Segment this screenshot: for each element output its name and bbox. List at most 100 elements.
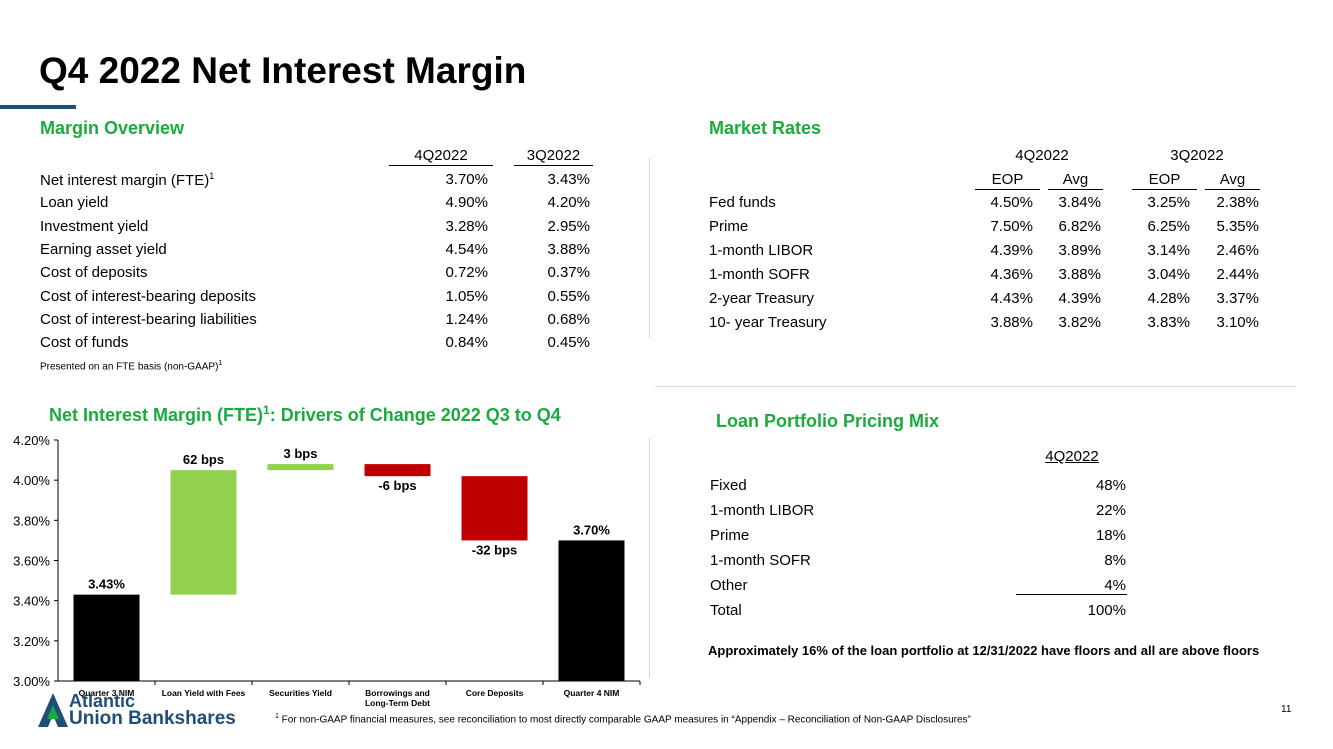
- market-row-value: 3.14%: [1147, 242, 1190, 259]
- y-tick-label: 3.40%: [13, 594, 50, 609]
- market-row-value: 6.82%: [1058, 218, 1101, 235]
- loan-mix-heading: Loan Portfolio Pricing Mix: [716, 411, 940, 431]
- market-subheader: EOP: [975, 171, 1040, 190]
- margin-col-3q2022: 3Q2022: [514, 147, 593, 166]
- margin-row-3q2022: 3.88%: [547, 240, 590, 258]
- margin-row-4q2022: 4.90%: [445, 194, 488, 212]
- margin-row-label: Earning asset yield: [40, 240, 167, 258]
- margin-row-label: Cost of deposits: [40, 264, 148, 282]
- y-tick-label: 3.60%: [13, 554, 50, 569]
- fte-note: Presented on an FTE basis (non-GAAP)1: [40, 360, 223, 373]
- x-category-label: Securities Yield: [269, 688, 332, 698]
- market-row-value: 3.82%: [1058, 314, 1101, 331]
- margin-row-4q2022: 3.70%: [445, 171, 488, 188]
- market-row-value: 4.36%: [990, 266, 1033, 283]
- loan-row-label: 1-month SOFR: [710, 552, 811, 569]
- market-row-value: 4.43%: [990, 290, 1033, 307]
- market-row-value: 3.25%: [1147, 194, 1190, 211]
- loan-row-label: Total: [710, 602, 742, 619]
- market-row-value: 2.44%: [1216, 266, 1259, 283]
- margin-row-3q2022: 4.20%: [547, 194, 590, 212]
- market-subheader: Avg: [1205, 171, 1260, 190]
- margin-row-4q2022: 0.84%: [445, 334, 488, 352]
- margin-row-4q2022: 3.28%: [445, 217, 488, 235]
- section-divider-top: [649, 158, 650, 338]
- loan-row-value: 48%: [1095, 477, 1126, 494]
- bar-data-label: 62 bps: [183, 452, 224, 467]
- market-row-value: 6.25%: [1147, 218, 1190, 235]
- market-row-value: 4.28%: [1147, 290, 1190, 307]
- market-row-label: 2-year Treasury: [709, 290, 815, 307]
- y-tick-label: 4.20%: [13, 433, 50, 448]
- margin-row-3q2022: 2.95%: [547, 217, 590, 235]
- chart-bar: [364, 464, 431, 477]
- margin-row-label: Cost of funds: [40, 334, 129, 352]
- market-row-value: 3.88%: [990, 314, 1033, 331]
- section-divider-mid: [655, 386, 1295, 387]
- loan-row-value: 4%: [1104, 577, 1126, 594]
- logo-text-line2: Union Bankshares: [69, 708, 236, 729]
- x-category-label: Borrowings and: [365, 688, 430, 698]
- margin-overview-heading: Margin Overview: [40, 118, 185, 138]
- bar-data-label: 3.43%: [88, 577, 125, 592]
- loan-row-label: 1-month LIBOR: [710, 502, 815, 519]
- bar-data-label: -6 bps: [378, 478, 416, 493]
- margin-col-4q2022: 4Q2022: [389, 147, 493, 166]
- y-tick-label: 3.00%: [13, 674, 50, 689]
- chart-bar: [461, 476, 528, 541]
- bar-data-label: 3.70%: [573, 522, 610, 537]
- market-row-label: Prime: [709, 218, 749, 235]
- market-row-label: 10- year Treasury: [709, 314, 827, 331]
- chart-bar: [267, 464, 334, 471]
- market-row-value: 3.10%: [1216, 314, 1259, 331]
- market-group-4q2022: 4Q2022: [1015, 147, 1069, 164]
- margin-row-label: Net interest margin (FTE)1: [40, 171, 215, 189]
- bar-data-label: 3 bps: [284, 446, 318, 461]
- loan-row-value: 100%: [1087, 602, 1126, 619]
- margin-row-3q2022: 0.37%: [547, 264, 590, 282]
- market-row-value: 4.39%: [990, 242, 1033, 259]
- market-row-value: 2.38%: [1216, 194, 1259, 211]
- market-row-value: 4.50%: [990, 194, 1033, 211]
- chart-bar: [73, 594, 140, 681]
- market-row-value: 5.35%: [1216, 218, 1259, 235]
- loan-row-label: Other: [710, 577, 748, 594]
- margin-row-4q2022: 1.24%: [445, 310, 488, 328]
- x-category-label: Quarter 3 NIM: [79, 688, 135, 698]
- chart-title: Net Interest Margin (FTE)1: Drivers of C…: [49, 403, 561, 425]
- x-category-label: Long-Term Debt: [365, 698, 430, 708]
- nim-waterfall-chart: 3.00% 3.20% 3.40% 3.60% 3.80% 4.00% 4.20% 3.43%…: [13, 433, 641, 708]
- market-row-value: 3.84%: [1058, 194, 1101, 211]
- loan-row-label: Prime: [710, 527, 750, 544]
- margin-row-label: Cost of interest-bearing liabilities: [40, 310, 257, 328]
- margin-row-3q2022: 0.45%: [547, 334, 590, 352]
- market-rates-heading: Market Rates: [709, 118, 822, 138]
- page-number: 11: [1281, 704, 1292, 715]
- market-row-value: 3.88%: [1058, 266, 1101, 283]
- chart-bar: [558, 540, 625, 681]
- footnote: 1 For non-GAAP financial measures, see r…: [275, 713, 971, 726]
- margin-row-4q2022: 0.72%: [445, 264, 488, 282]
- margin-row-3q2022: 0.68%: [547, 310, 590, 328]
- market-row-label: 1-month LIBOR: [709, 242, 814, 259]
- market-group-3q2022: 3Q2022: [1170, 147, 1224, 164]
- loan-total-rule: [1016, 594, 1127, 595]
- x-category-label: Core Deposits: [466, 688, 524, 698]
- market-row-label: Fed funds: [709, 194, 776, 211]
- y-tick-label: 4.00%: [13, 473, 50, 488]
- margin-row-label: Cost of interest-bearing deposits: [40, 287, 256, 305]
- loan-row-label: Fixed: [710, 477, 747, 494]
- market-row-label: 1-month SOFR: [709, 266, 810, 283]
- market-row-value: 3.37%: [1216, 290, 1259, 307]
- margin-row-3q2022: 0.55%: [547, 287, 590, 305]
- section-divider-bottom: [649, 438, 650, 678]
- x-category-label: Quarter 4 NIM: [564, 688, 620, 698]
- market-row-value: 3.89%: [1058, 242, 1101, 259]
- margin-row-3q2022: 3.43%: [547, 171, 590, 188]
- loan-mix-col-4q2022: 4Q2022: [1045, 448, 1099, 465]
- x-category-label: Loan Yield with Fees: [162, 688, 246, 698]
- margin-row-label: Loan yield: [40, 194, 109, 212]
- y-tick-label: 3.80%: [13, 513, 50, 528]
- loan-row-value: 18%: [1095, 527, 1126, 544]
- market-row-value: 3.83%: [1147, 314, 1190, 331]
